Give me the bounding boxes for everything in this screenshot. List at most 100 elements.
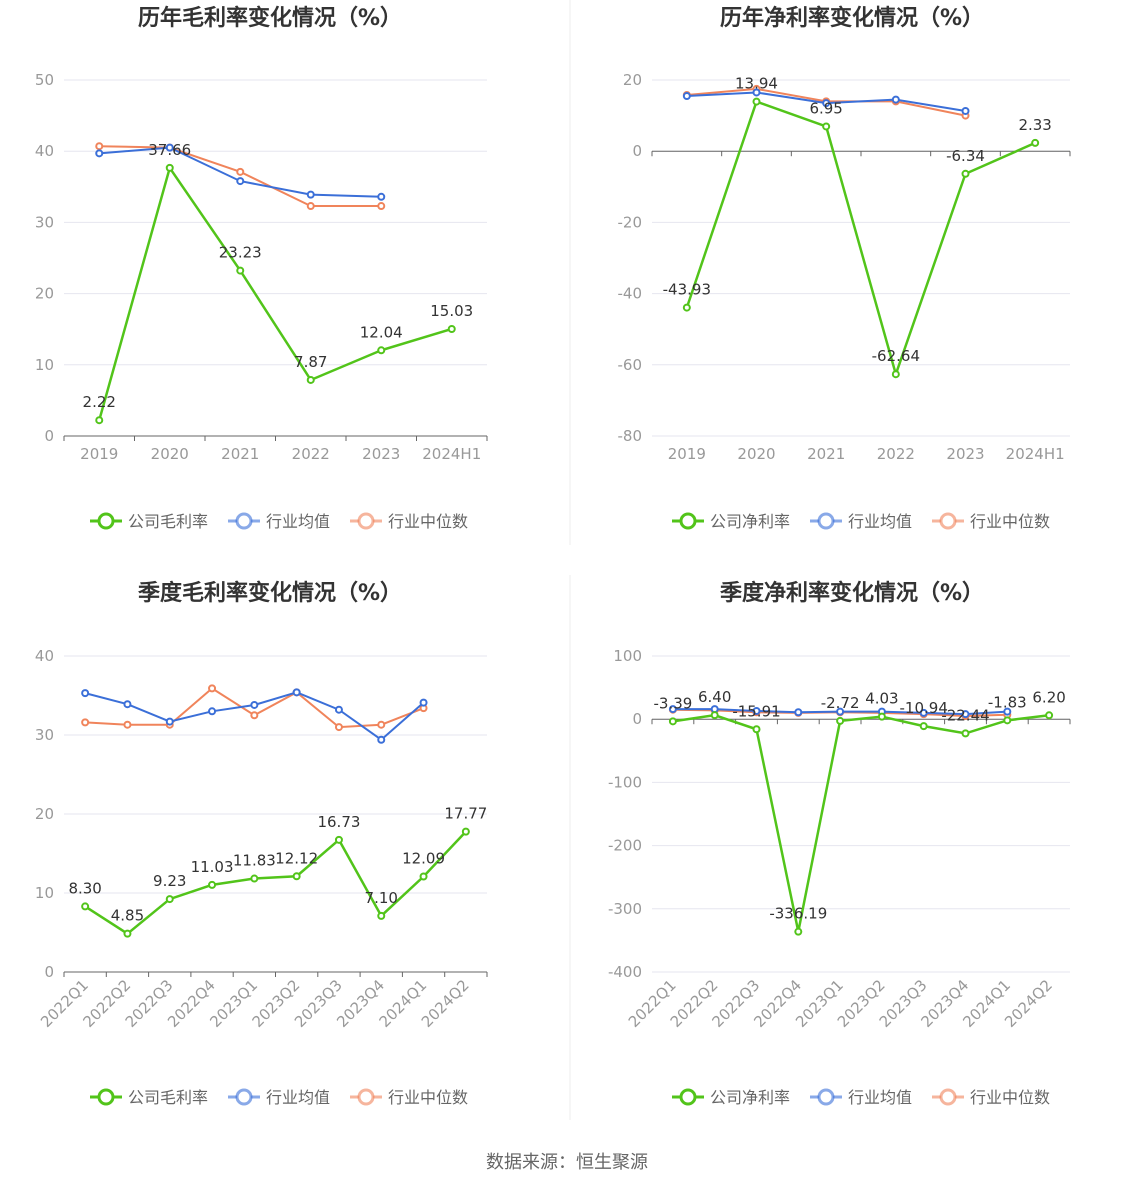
data-point bbox=[1004, 717, 1010, 723]
data-point bbox=[96, 143, 102, 149]
chart-title: 季度净利率变化情况（%） bbox=[720, 580, 984, 606]
data-point bbox=[209, 708, 215, 714]
x-tick-label: 2023 bbox=[946, 445, 984, 463]
data-point bbox=[421, 873, 427, 879]
data-point bbox=[684, 305, 690, 311]
data-point bbox=[209, 882, 215, 888]
data-point bbox=[167, 719, 173, 725]
data-label: -15.91 bbox=[732, 702, 780, 720]
y-tick-label: -80 bbox=[618, 427, 643, 445]
data-label: -6.34 bbox=[946, 147, 985, 165]
data-label: 7.87 bbox=[294, 353, 327, 371]
data-point bbox=[124, 722, 130, 728]
data-point bbox=[378, 913, 384, 919]
x-tick-label: 2024H1 bbox=[422, 445, 481, 463]
data-point bbox=[308, 203, 314, 209]
legend-marker bbox=[941, 1090, 955, 1104]
chart-panel-3: 季度毛利率变化情况（%）0102030402022Q12022Q22022Q32… bbox=[35, 580, 487, 1107]
data-point bbox=[82, 903, 88, 909]
legend-label: 行业均值 bbox=[848, 512, 912, 531]
series-line bbox=[687, 102, 1035, 375]
data-label: -22.44 bbox=[941, 706, 989, 724]
data-label: 6.20 bbox=[1032, 688, 1065, 706]
data-point bbox=[837, 718, 843, 724]
data-point bbox=[294, 873, 300, 879]
y-tick-label: 40 bbox=[35, 142, 54, 160]
data-point bbox=[124, 931, 130, 937]
data-point bbox=[308, 377, 314, 383]
data-point bbox=[378, 737, 384, 743]
y-tick-label: 30 bbox=[35, 726, 54, 744]
data-point bbox=[712, 712, 718, 718]
x-tick-label: 2019 bbox=[80, 445, 118, 463]
data-point bbox=[96, 417, 102, 423]
data-label: 2.22 bbox=[83, 393, 116, 411]
y-tick-label: 10 bbox=[35, 884, 54, 902]
data-point bbox=[378, 347, 384, 353]
data-point bbox=[963, 171, 969, 177]
data-point bbox=[251, 876, 257, 882]
data-label: 15.03 bbox=[430, 302, 473, 320]
x-tick-label: 2023 bbox=[362, 445, 400, 463]
data-point bbox=[963, 108, 969, 114]
data-point bbox=[294, 689, 300, 695]
legend-marker bbox=[99, 514, 113, 528]
data-label: 13.94 bbox=[735, 75, 778, 93]
y-tick-label: -400 bbox=[608, 963, 642, 981]
y-tick-label: -100 bbox=[608, 773, 642, 791]
data-label: 11.03 bbox=[191, 858, 234, 876]
x-tick-label: 2021 bbox=[807, 445, 845, 463]
legend-label: 公司毛利率 bbox=[128, 512, 208, 531]
legend-label: 公司毛利率 bbox=[128, 1088, 208, 1107]
data-point bbox=[823, 123, 829, 129]
data-source: 数据来源：恒生聚源 bbox=[486, 1152, 648, 1173]
data-label: -336.19 bbox=[769, 905, 827, 923]
data-point bbox=[82, 719, 88, 725]
chart-panel-4: 季度净利率变化情况（%）-400-300-200-10001002022Q120… bbox=[608, 580, 1070, 1107]
data-point bbox=[795, 929, 801, 935]
legend-marker bbox=[819, 1090, 833, 1104]
data-point bbox=[1032, 140, 1038, 146]
data-point bbox=[82, 690, 88, 696]
data-point bbox=[795, 709, 801, 715]
legend-marker bbox=[359, 1090, 373, 1104]
y-tick-label: -60 bbox=[618, 356, 643, 374]
data-label: -1.83 bbox=[988, 693, 1027, 711]
data-label: 37.66 bbox=[148, 141, 191, 159]
data-point bbox=[308, 192, 314, 198]
y-tick-label: 0 bbox=[44, 963, 54, 981]
y-tick-label: 0 bbox=[632, 710, 642, 728]
x-tick-label: 2021 bbox=[221, 445, 259, 463]
y-tick-label: 50 bbox=[35, 71, 54, 89]
charts-canvas: 数据来源：恒生聚源 历年毛利率变化情况（%） 0 10 20 30 40 50 2019 202… bbox=[0, 0, 1134, 1188]
data-point bbox=[449, 326, 455, 332]
legend-marker bbox=[681, 514, 695, 528]
data-point bbox=[336, 724, 342, 730]
data-label: 16.73 bbox=[317, 813, 360, 831]
data-point bbox=[96, 150, 102, 156]
data-label: 2.33 bbox=[1018, 116, 1051, 134]
series-line bbox=[99, 146, 381, 206]
legend-marker bbox=[99, 1090, 113, 1104]
y-tick-label: 40 bbox=[35, 647, 54, 665]
y-tick-label: 20 bbox=[623, 71, 642, 89]
data-point bbox=[421, 700, 427, 706]
legend-marker bbox=[237, 1090, 251, 1104]
data-point bbox=[251, 712, 257, 718]
legend-marker bbox=[237, 514, 251, 528]
data-point bbox=[754, 726, 760, 732]
data-point bbox=[879, 714, 885, 720]
chart-title: 历年净利率变化情况（%） bbox=[720, 5, 984, 31]
data-point bbox=[893, 97, 899, 103]
legend-marker bbox=[941, 514, 955, 528]
data-point bbox=[1046, 712, 1052, 718]
data-point bbox=[336, 837, 342, 843]
data-point bbox=[378, 722, 384, 728]
x-tick-label: 2024H1 bbox=[1006, 445, 1065, 463]
data-point bbox=[463, 829, 469, 835]
data-label: 12.09 bbox=[402, 849, 445, 867]
data-point bbox=[237, 268, 243, 274]
chart-title: 历年毛利率变化情况（%） bbox=[138, 5, 402, 31]
data-point bbox=[167, 165, 173, 171]
data-label: 4.85 bbox=[111, 907, 144, 925]
